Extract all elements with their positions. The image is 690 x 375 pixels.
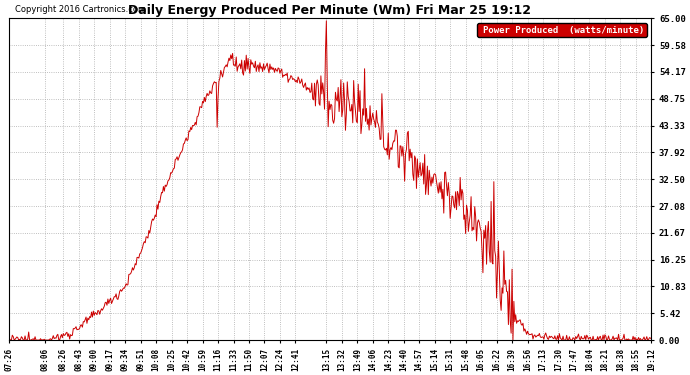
Text: Copyright 2016 Cartronics.com: Copyright 2016 Cartronics.com <box>15 6 146 15</box>
Title: Daily Energy Produced Per Minute (Wm) Fri Mar 25 19:12: Daily Energy Produced Per Minute (Wm) Fr… <box>128 4 531 17</box>
Legend: Power Produced  (watts/minute): Power Produced (watts/minute) <box>477 23 647 37</box>
